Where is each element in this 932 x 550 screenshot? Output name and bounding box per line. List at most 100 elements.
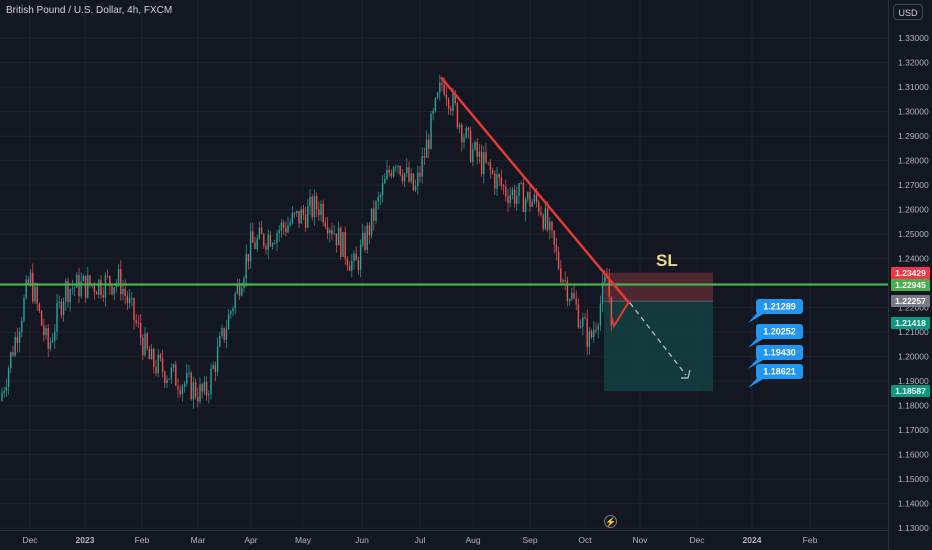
candle-body bbox=[445, 94, 448, 100]
y-tick-label: 1.16000 bbox=[898, 450, 929, 460]
candle-body bbox=[342, 231, 344, 257]
x-tick-label: May bbox=[295, 535, 312, 545]
candle-body bbox=[478, 151, 481, 157]
candle-body bbox=[278, 230, 280, 233]
y-tick-label: 1.19000 bbox=[898, 376, 929, 386]
candle-body bbox=[10, 352, 12, 369]
candle-body bbox=[179, 389, 181, 395]
callout-pointer bbox=[748, 338, 765, 348]
callout-box bbox=[756, 299, 803, 314]
candle-body bbox=[186, 373, 188, 384]
candle-body bbox=[608, 277, 610, 297]
candle-body bbox=[329, 229, 331, 234]
candle-body bbox=[401, 174, 404, 182]
candle-body bbox=[320, 203, 322, 216]
candle-body bbox=[249, 231, 252, 262]
x-tick-label: Jun bbox=[355, 535, 369, 545]
candle-body bbox=[447, 99, 450, 109]
callout-label: 1.19430 bbox=[763, 348, 796, 358]
candle-body bbox=[183, 383, 186, 387]
candle-body bbox=[175, 364, 177, 386]
candle-body bbox=[610, 296, 613, 326]
candle-body bbox=[355, 253, 357, 261]
candle-body bbox=[399, 165, 401, 175]
candle-body bbox=[412, 173, 415, 191]
candle-body bbox=[214, 365, 217, 372]
candle-body bbox=[458, 124, 461, 128]
candle-body bbox=[100, 279, 102, 295]
candle-body bbox=[516, 195, 518, 204]
candle-body bbox=[474, 141, 476, 150]
candle-body bbox=[381, 183, 384, 196]
candle-body bbox=[557, 251, 560, 269]
candle-body bbox=[533, 194, 536, 202]
candle-body bbox=[373, 208, 375, 221]
candle-body bbox=[564, 280, 566, 282]
candle-body bbox=[331, 229, 333, 235]
candle-body bbox=[194, 382, 197, 397]
candle-body bbox=[230, 311, 232, 315]
candle-body bbox=[518, 183, 520, 196]
candle-body bbox=[159, 354, 162, 359]
candle-body bbox=[584, 317, 586, 319]
candle-body bbox=[304, 214, 307, 228]
candle-body bbox=[137, 322, 140, 324]
candle-body bbox=[274, 243, 276, 244]
candle-body bbox=[311, 197, 313, 218]
candle-body bbox=[366, 225, 368, 250]
candle-body bbox=[221, 327, 223, 337]
candle-body bbox=[450, 108, 452, 111]
price-tag bbox=[891, 295, 930, 307]
candle-body bbox=[80, 281, 82, 297]
candle-body bbox=[549, 221, 551, 230]
candle-body bbox=[335, 233, 338, 246]
candle-body bbox=[507, 196, 509, 204]
candle-body bbox=[476, 141, 478, 157]
candle-body bbox=[205, 381, 208, 396]
candle-body bbox=[425, 139, 428, 158]
y-tick-label: 1.14000 bbox=[898, 499, 929, 509]
price-tag bbox=[891, 385, 930, 397]
candle-body bbox=[436, 92, 439, 99]
candle-body bbox=[161, 358, 164, 372]
candle-body bbox=[234, 293, 236, 309]
candle-body bbox=[34, 286, 36, 302]
candle-body bbox=[47, 328, 49, 349]
price-tag-label: 1.22945 bbox=[895, 280, 926, 290]
candle-body bbox=[452, 93, 454, 111]
candle-body bbox=[520, 182, 522, 184]
candle-body bbox=[340, 227, 342, 257]
candle-body bbox=[496, 174, 498, 189]
price-tag-label: 1.21418 bbox=[895, 318, 926, 328]
y-tick-label: 1.30000 bbox=[898, 107, 929, 117]
candle-body bbox=[566, 280, 569, 302]
candle-body bbox=[146, 333, 148, 349]
candle-body bbox=[223, 327, 225, 340]
y-tick-label: 1.15000 bbox=[898, 474, 929, 484]
candle-body bbox=[276, 232, 278, 244]
candle-body bbox=[54, 331, 56, 341]
candle-body bbox=[428, 139, 430, 149]
candle-body bbox=[555, 244, 558, 252]
candle-body bbox=[568, 299, 571, 302]
candle-body bbox=[56, 303, 58, 332]
candle-body bbox=[117, 268, 120, 283]
candle-body bbox=[377, 197, 379, 202]
y-tick-label: 1.13000 bbox=[898, 523, 929, 533]
candle-body bbox=[51, 340, 54, 343]
candle-body bbox=[560, 268, 562, 283]
x-tick-label: 2024 bbox=[743, 535, 762, 545]
candle-body bbox=[423, 156, 426, 158]
currency-button[interactable]: USD bbox=[893, 4, 923, 20]
candle-body bbox=[95, 292, 98, 295]
candle-body bbox=[40, 310, 43, 326]
candle-body bbox=[421, 156, 423, 177]
lightning-icon[interactable]: ⚡ bbox=[604, 515, 617, 528]
candle-body bbox=[269, 234, 272, 247]
candle-body bbox=[168, 378, 170, 380]
trendline bbox=[440, 76, 631, 305]
candle-body bbox=[359, 245, 362, 270]
candle-body bbox=[582, 317, 584, 327]
candle-body bbox=[12, 352, 14, 356]
